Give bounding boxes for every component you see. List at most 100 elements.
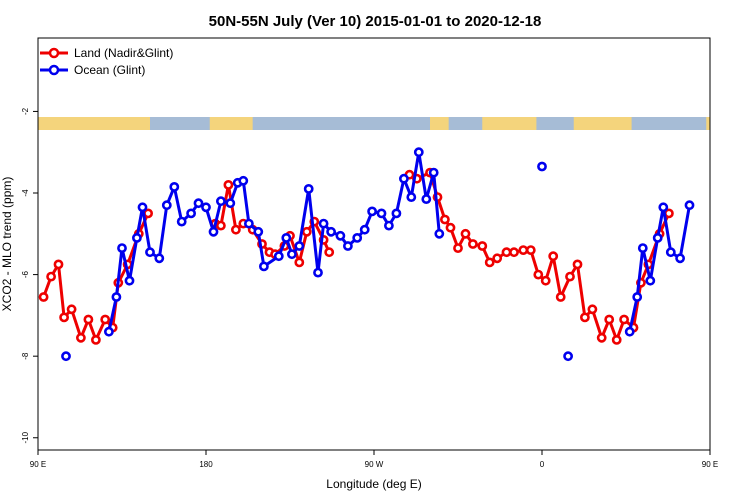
data-point	[509, 247, 519, 258]
data-point	[286, 249, 297, 260]
data-point	[100, 314, 111, 325]
data-point	[131, 232, 142, 243]
legend-label-land: Land (Nadir&Glint)	[74, 46, 173, 60]
data-point	[376, 208, 387, 219]
data-point	[439, 214, 450, 225]
legend-item-ocean[interactable]: Ocean (Glint)	[40, 63, 145, 77]
data-point	[572, 259, 583, 270]
data-point	[335, 230, 346, 241]
data-point	[201, 202, 211, 213]
data-point	[193, 198, 204, 209]
band-ocean-2	[448, 117, 483, 130]
data-point	[632, 292, 643, 302]
data-point	[66, 304, 77, 315]
series-layer	[38, 147, 695, 362]
y-tick-label: -4	[21, 189, 30, 197]
data-point	[619, 314, 629, 325]
data-point	[145, 247, 155, 258]
data-point	[645, 275, 656, 286]
y-tick-label: -6	[21, 270, 30, 278]
data-point	[391, 208, 402, 219]
legend[interactable]: Land (Nadir&Glint) Ocean (Glint)	[40, 46, 173, 77]
data-point	[421, 194, 432, 204]
legend-swatch-ocean-marker	[48, 64, 60, 76]
band-ocean-3	[536, 117, 574, 130]
data-point	[301, 226, 312, 237]
data-point	[383, 220, 394, 231]
y-axis: -2 -4 -6 -8 -10	[21, 107, 38, 444]
y-tick-label: -10	[21, 431, 30, 443]
data-point	[91, 334, 101, 345]
band-ocean-1	[252, 117, 430, 130]
data-point	[303, 183, 314, 194]
data-point	[53, 259, 64, 270]
legend-label-ocean: Ocean (Glint)	[74, 63, 145, 77]
y-tick-label: -2	[21, 107, 30, 115]
chart-title: 50N-55N July (Ver 10) 2015-01-01 to 2020…	[209, 13, 542, 30]
data-point	[406, 192, 417, 202]
data-point	[484, 257, 495, 268]
data-point	[413, 147, 424, 158]
data-point	[169, 181, 180, 192]
x-tick-label: 90 W	[365, 460, 384, 469]
data-point	[428, 167, 439, 178]
y-axis-label: XCO2 - MLO trend (ppm)	[0, 177, 14, 312]
data-point	[624, 326, 635, 337]
data-point	[294, 241, 305, 251]
data-point	[555, 292, 566, 302]
data-point	[225, 198, 236, 209]
plot-area	[37, 37, 711, 451]
data-point	[359, 224, 370, 235]
data-point	[223, 179, 234, 190]
data-point	[273, 251, 284, 262]
data-point	[565, 271, 575, 282]
data-point	[596, 332, 607, 343]
data-point	[658, 202, 669, 213]
data-point	[367, 206, 377, 217]
data-point	[111, 292, 122, 302]
data-point	[59, 312, 69, 323]
x-axis-label: Longitude (deg E)	[326, 477, 421, 491]
data-point	[230, 224, 241, 235]
data-point	[460, 228, 471, 239]
data-point	[124, 275, 135, 286]
data-point	[326, 226, 336, 237]
data-point	[580, 312, 590, 323]
data-point	[477, 241, 488, 251]
x-tick-label: 90 E	[702, 460, 718, 469]
data-point	[675, 253, 685, 264]
data-point	[117, 243, 127, 253]
data-point	[637, 243, 648, 253]
data-point	[563, 351, 573, 362]
data-point	[533, 269, 544, 280]
data-point	[537, 161, 547, 172]
data-point	[137, 202, 148, 213]
data-point	[104, 326, 114, 337]
data-point	[83, 314, 94, 325]
data-point	[46, 271, 56, 282]
data-point	[434, 228, 445, 239]
data-point	[453, 243, 463, 253]
data-point	[154, 253, 165, 264]
data-point	[61, 351, 71, 362]
x-tick-label: 180	[199, 460, 213, 469]
data-point	[467, 239, 478, 249]
data-point	[604, 314, 615, 325]
x-tick-label: 90 E	[30, 460, 46, 469]
data-point	[176, 216, 187, 227]
land-ocean-band	[38, 117, 710, 130]
data-point	[38, 292, 49, 302]
band-ocean-0	[150, 117, 210, 130]
data-point	[324, 247, 335, 258]
data-point	[518, 245, 529, 255]
data-point	[445, 222, 456, 233]
data-point	[352, 232, 363, 243]
x-tick-label: 0	[540, 460, 545, 469]
data-point	[318, 218, 329, 229]
data-point	[313, 267, 323, 278]
legend-item-land[interactable]: Land (Nadir&Glint)	[40, 46, 173, 60]
data-point	[548, 251, 559, 262]
data-point	[525, 245, 536, 255]
series-ocean	[61, 147, 695, 362]
